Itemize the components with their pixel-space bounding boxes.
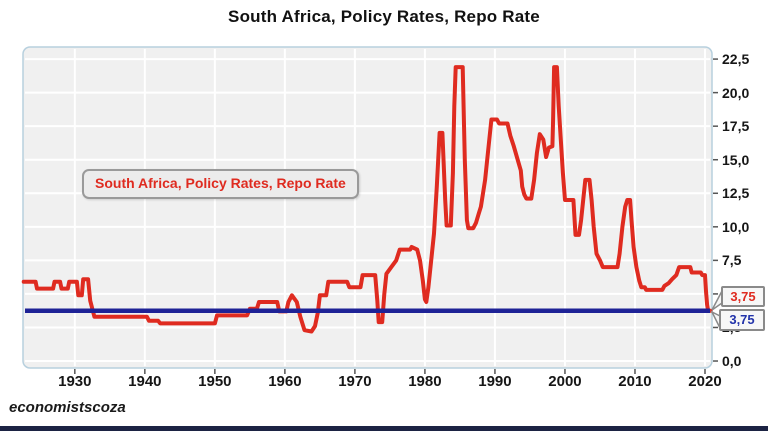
reference-value-callout: 3,75 [719, 309, 765, 331]
y-tick-label: 15,0 [722, 151, 750, 168]
y-tick-label: 0,0 [722, 353, 742, 370]
series-value-callout: 3,75 [721, 286, 765, 307]
x-tick-label: 1990 [478, 373, 512, 390]
x-tick-label: 2020 [688, 373, 722, 390]
y-tick-label: 22,5 [722, 51, 750, 68]
x-tick-label: 1940 [128, 373, 162, 390]
repo-rate-series-line [21, 65, 713, 334]
x-tick-label: 1950 [198, 373, 232, 390]
y-tick-label: 20,0 [722, 84, 750, 101]
y-tick-label: 17,5 [722, 118, 750, 135]
legend-box: South Africa, Policy Rates, Repo Rate [82, 169, 359, 199]
x-tick-label: 1970 [338, 373, 372, 390]
bottom-bar [0, 426, 768, 431]
series-value-label: 3,75 [730, 289, 756, 304]
x-tick-label: 2000 [548, 373, 582, 390]
reference-value-label: 3,75 [729, 312, 755, 327]
legend-label: South Africa, Policy Rates, Repo Rate [95, 175, 346, 191]
y-tick-label: 12,5 [722, 185, 750, 202]
page-title: South Africa, Policy Rates, Repo Rate [228, 7, 540, 26]
y-tick-label: 7,5 [722, 252, 742, 269]
x-tick-label: 1960 [268, 373, 302, 390]
plot-background [22, 46, 713, 369]
y-tick-label: 10,0 [722, 218, 750, 235]
x-tick-label: 2010 [618, 373, 652, 390]
x-tick-label: 1930 [58, 373, 92, 390]
source-text: economistscoza [9, 399, 126, 416]
x-tick-label: 1980 [408, 373, 442, 390]
